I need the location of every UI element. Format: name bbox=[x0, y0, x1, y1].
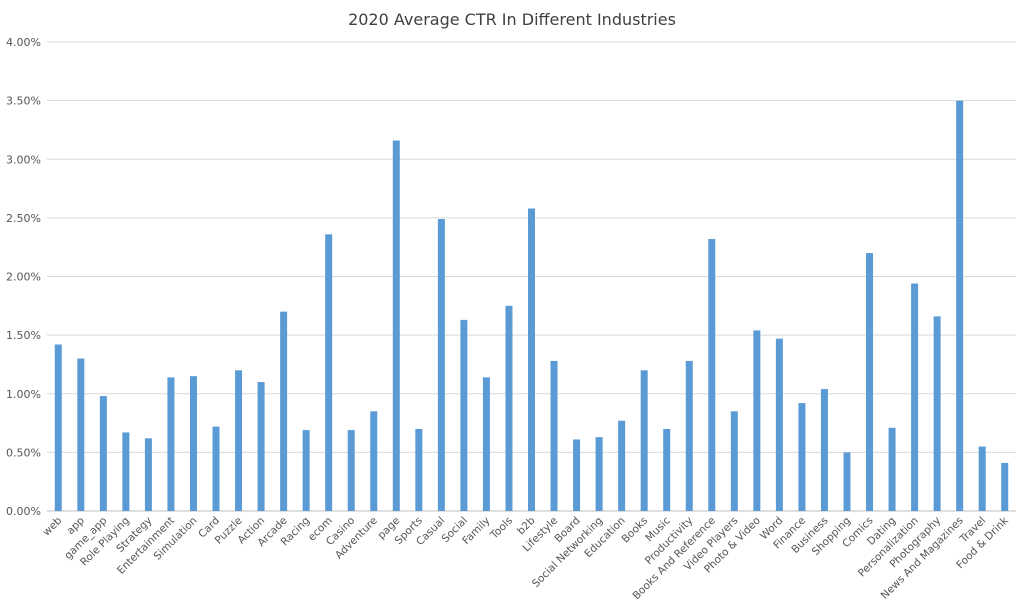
x-tick-label: Books bbox=[619, 515, 650, 546]
bar[interactable] bbox=[212, 426, 220, 511]
bar[interactable] bbox=[888, 427, 896, 511]
bar[interactable] bbox=[550, 360, 558, 511]
y-tick-label: 0.50% bbox=[6, 446, 41, 459]
bar[interactable] bbox=[820, 389, 828, 511]
bar[interactable] bbox=[595, 437, 603, 511]
y-tick-label: 1.00% bbox=[6, 388, 41, 401]
bar[interactable] bbox=[663, 428, 671, 511]
bar[interactable] bbox=[775, 338, 783, 511]
bar[interactable] bbox=[911, 283, 919, 511]
bar[interactable] bbox=[640, 370, 648, 511]
bar[interactable] bbox=[302, 430, 310, 511]
bar[interactable] bbox=[753, 330, 761, 511]
bar[interactable] bbox=[325, 234, 333, 512]
chart-title: 2020 Average CTR In Different Industries bbox=[348, 10, 676, 29]
bar[interactable] bbox=[77, 358, 85, 511]
bar[interactable] bbox=[54, 344, 62, 511]
bar[interactable] bbox=[437, 219, 445, 512]
bar[interactable] bbox=[392, 140, 400, 512]
y-tick-label: 0.00% bbox=[6, 505, 41, 518]
bar[interactable] bbox=[347, 430, 355, 511]
bar[interactable] bbox=[370, 411, 378, 511]
y-tick-label: 2.00% bbox=[6, 271, 41, 284]
bar[interactable] bbox=[933, 316, 941, 511]
x-tick-label: Tools bbox=[488, 515, 515, 542]
bar[interactable] bbox=[1001, 462, 1009, 511]
y-tick-label: 1.50% bbox=[6, 329, 41, 342]
bar[interactable] bbox=[573, 439, 581, 511]
bar[interactable] bbox=[956, 100, 964, 511]
y-tick-label: 3.50% bbox=[6, 95, 41, 108]
bar[interactable] bbox=[460, 319, 468, 511]
bar[interactable] bbox=[798, 403, 806, 511]
bar[interactable] bbox=[189, 376, 197, 511]
bar[interactable] bbox=[122, 432, 130, 511]
bar[interactable] bbox=[528, 208, 535, 511]
bar[interactable] bbox=[866, 253, 874, 512]
bar[interactable] bbox=[730, 411, 738, 511]
bar[interactable] bbox=[618, 420, 626, 511]
bar[interactable] bbox=[843, 452, 851, 511]
bar[interactable] bbox=[235, 370, 243, 511]
bar[interactable] bbox=[482, 377, 490, 511]
bar[interactable] bbox=[144, 438, 152, 511]
bar[interactable] bbox=[415, 428, 423, 511]
y-tick-label: 2.50% bbox=[6, 212, 41, 225]
bar[interactable] bbox=[685, 360, 693, 511]
y-tick-label: 3.00% bbox=[6, 153, 41, 166]
bar[interactable] bbox=[99, 396, 107, 511]
bar[interactable] bbox=[167, 377, 175, 511]
bar[interactable] bbox=[257, 382, 265, 511]
y-tick-label: 4.00% bbox=[6, 36, 41, 49]
bar[interactable] bbox=[978, 446, 986, 511]
x-tick-label: web bbox=[41, 514, 65, 538]
bar[interactable] bbox=[280, 311, 288, 511]
bar[interactable] bbox=[505, 305, 513, 511]
bar[interactable] bbox=[708, 238, 716, 512]
